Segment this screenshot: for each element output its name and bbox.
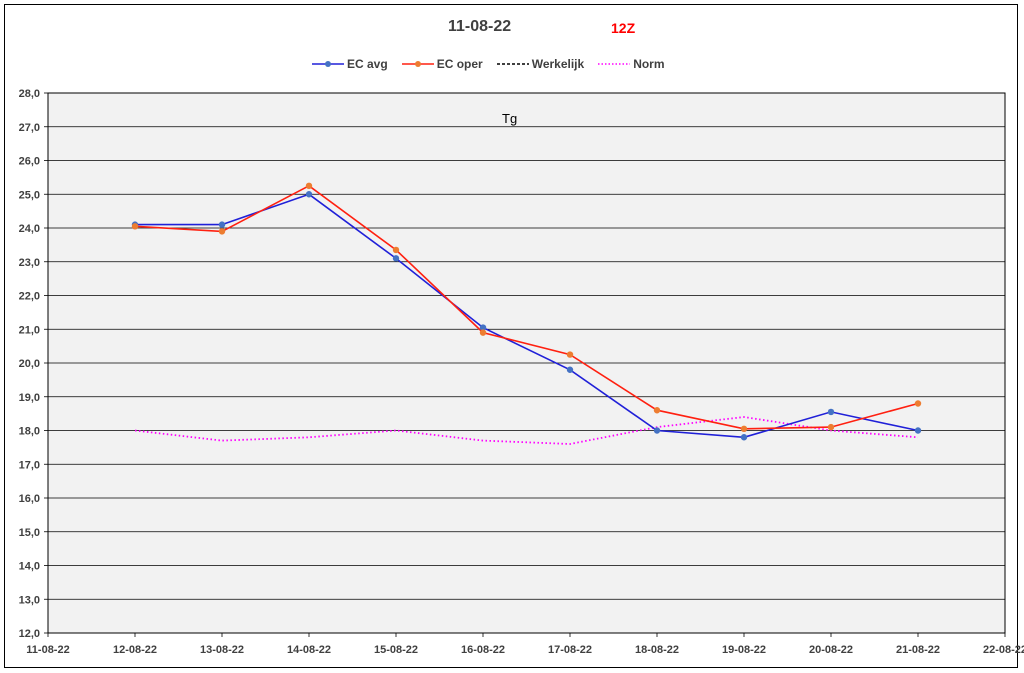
data-point-ec-oper bbox=[914, 400, 922, 407]
data-point-ec-oper bbox=[653, 407, 661, 414]
x-tick-label: 22-08-22 bbox=[983, 644, 1024, 656]
data-point-ec-avg bbox=[392, 255, 400, 262]
x-tick-label: 18-08-22 bbox=[635, 644, 679, 656]
legend-item-ec-oper: EC oper bbox=[401, 57, 483, 71]
y-axis: 12,0 13,0 14,0 15,0 16,0 17,0 18,0 19,0 20,0 21,0… bbox=[19, 88, 48, 640]
y-tick-label: 23,0 bbox=[19, 257, 40, 269]
y-tick-label: 22,0 bbox=[19, 291, 40, 303]
legend: EC avg EC oper Werkelijk Norm bbox=[312, 55, 679, 73]
y-tick-label: 13,0 bbox=[19, 594, 40, 606]
data-point-ec-oper bbox=[305, 182, 313, 190]
data-point-ec-avg bbox=[218, 221, 226, 228]
data-point-ec-oper bbox=[392, 246, 400, 254]
x-axis: 11-08-22 12-08-22 13-08-22 14-08-22 15-08-22… bbox=[26, 633, 1024, 656]
legend-label-ec-avg: EC avg bbox=[347, 57, 388, 71]
x-tick-label: 11-08-22 bbox=[26, 644, 69, 656]
x-tick-label: 14-08-22 bbox=[287, 644, 331, 656]
x-tick-label: 17-08-22 bbox=[548, 644, 592, 656]
y-tick-label: 21,0 bbox=[19, 324, 40, 336]
y-tick-label: 18,0 bbox=[19, 426, 40, 438]
series-line-ec-oper bbox=[134, 184, 919, 430]
y-tick-label: 27,0 bbox=[19, 122, 40, 134]
y-tick-label: 16,0 bbox=[19, 493, 40, 505]
data-point-ec-oper bbox=[218, 228, 226, 235]
x-tick-label: 20-08-22 bbox=[809, 644, 853, 656]
y-tick-label: 28,0 bbox=[19, 88, 40, 100]
x-tick-label: 16-08-22 bbox=[461, 644, 505, 656]
y-tick-label: 15,0 bbox=[19, 527, 40, 539]
data-point-ec-oper bbox=[740, 425, 748, 433]
legend-label-ec-oper: EC oper bbox=[436, 57, 483, 71]
gridlines bbox=[48, 92, 1005, 634]
x-tick-label: 15-08-22 bbox=[374, 644, 418, 656]
legend-label-norm: Norm bbox=[633, 57, 665, 71]
data-point-ec-oper bbox=[479, 329, 487, 336]
data-point-ec-avg bbox=[479, 324, 487, 331]
x-tick-label: 12-08-22 bbox=[113, 644, 157, 656]
x-tick-label: 19-08-22 bbox=[722, 644, 766, 656]
y-tick-label: 20,0 bbox=[19, 358, 40, 370]
legend-item-ec-avg: EC avg bbox=[312, 57, 388, 71]
data-point-ec-avg bbox=[566, 366, 574, 373]
annotation-tg: Tg bbox=[502, 111, 517, 126]
legend-item-norm: Norm bbox=[598, 57, 665, 71]
data-point-ec-oper bbox=[827, 423, 835, 431]
data-point-ec-oper bbox=[566, 351, 574, 358]
data-point-ec-avg bbox=[740, 434, 748, 441]
x-tick-label: 21-08-22 bbox=[896, 644, 940, 656]
y-tick-label: 14,0 bbox=[19, 561, 40, 573]
series-line-norm bbox=[134, 416, 919, 445]
y-tick-label: 17,0 bbox=[19, 459, 40, 471]
series-group bbox=[131, 182, 922, 445]
legend-item-werkelijk: Werkelijk bbox=[496, 57, 585, 71]
chart-title: 11-08-22 bbox=[448, 18, 512, 35]
data-point-ec-oper bbox=[131, 223, 139, 230]
y-tick-label: 12,0 bbox=[19, 628, 40, 640]
data-point-ec-avg bbox=[914, 427, 922, 434]
y-tick-label: 26,0 bbox=[19, 156, 40, 168]
chart-subtitle: 12Z bbox=[611, 20, 636, 36]
data-point-ec-avg bbox=[827, 408, 835, 416]
x-tick-label: 13-08-22 bbox=[200, 644, 244, 656]
legend-label-werkelijk: Werkelijk bbox=[531, 57, 585, 71]
data-point-ec-avg bbox=[305, 191, 313, 198]
y-tick-label: 19,0 bbox=[19, 392, 40, 404]
y-tick-label: 24,0 bbox=[19, 223, 40, 235]
data-point-ec-avg bbox=[653, 427, 661, 434]
y-tick-label: 25,0 bbox=[19, 189, 40, 201]
